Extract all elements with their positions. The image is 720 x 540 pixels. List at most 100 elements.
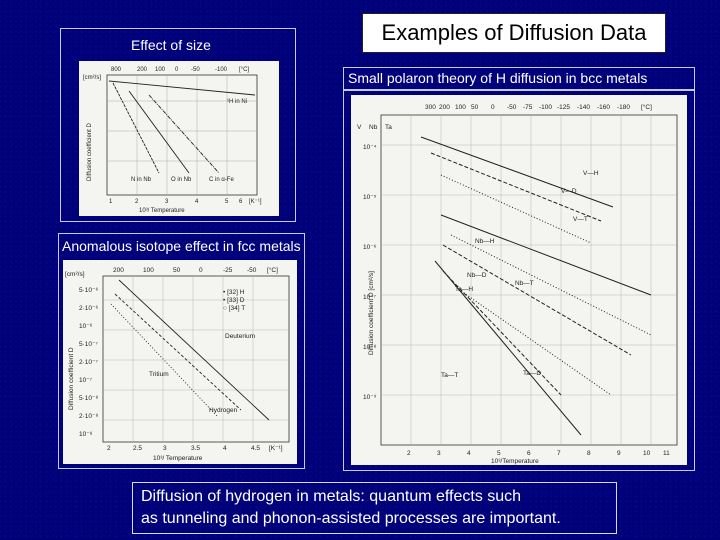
fig2-legend-item: • [33] D (223, 297, 245, 304)
fig1-top-tick: 200 (137, 67, 148, 73)
fig3-curve-label: Ta—T (441, 372, 458, 379)
fig3-y-tick: 10⁻⁸ (363, 344, 377, 351)
fig3-top-tick: -180 (617, 104, 630, 111)
fig2-curve-label: Deuterium (225, 333, 255, 340)
fig1-top-tick: 0 (175, 67, 179, 73)
caption-right-box: Small polaron theory of H diffusion in b… (343, 67, 695, 91)
fig1-curve-label: O in Nb (171, 177, 192, 183)
caption-small-polaron: Small polaron theory of H diffusion in b… (348, 70, 648, 86)
figure-effect-of-size-plot: 800 200 100 0 -50 -100 [°C] 1 2 3 4 5 6 … (83, 67, 262, 214)
footer-box: Diffusion of hydrogen in metals: quantum… (132, 482, 617, 534)
fig3-x-tick: 4 (467, 450, 471, 457)
figure-effect-of-size: 800 200 100 0 -50 -100 [°C] 1 2 3 4 5 6 … (79, 61, 279, 216)
figure-small-polaron-plot: 300 200 100 50 0 -50 -75 -100 -125 -140 … (357, 103, 678, 465)
fig3-x-tick: 9 (617, 450, 621, 457)
fig2-top-tick: -25 (223, 267, 233, 274)
fig2-top-tick: -50 (247, 267, 257, 274)
fig2-legend-item: • [32] H (223, 289, 245, 296)
fig2-y-tick: 10⁻⁷ (79, 377, 93, 384)
fig3-y-tick: 10⁻⁶ (363, 244, 377, 251)
fig2-top-tick: 50 (173, 267, 181, 274)
fig2-x-tick: 4 (223, 445, 227, 452)
fig3-x-tick: 3 (437, 450, 441, 457)
fig3-top-tick: 0 (491, 104, 495, 111)
fig3-curve-label: Nb—H (475, 238, 495, 245)
fig3-element-label: Ta (385, 124, 392, 131)
fig2-y-label: Diffusion coefficient D (68, 347, 75, 410)
fig1-bottom-tick: 4 (195, 199, 199, 205)
fig3-curve-label: V—T (573, 216, 588, 223)
fig3-x-tick: 6 (527, 450, 531, 457)
figure-small-polaron-panel: 300 200 100 50 0 -50 -75 -100 -125 -140 … (343, 89, 695, 471)
fig3-x-tick: 5 (497, 450, 501, 457)
fig1-top-tick: 100 (155, 67, 166, 73)
fig3-y-tick: 10⁻⁴ (363, 144, 377, 151)
fig3-top-tick: 100 (455, 104, 466, 111)
fig2-y-tick: 5·10⁻⁶ (79, 287, 98, 294)
fig3-y-tick: 10⁻⁹ (363, 394, 377, 401)
figure-isotope-effect-plot: 200 100 50 0 -25 -50 [°C] [cm²/s] 5·10⁻⁶… (65, 266, 290, 462)
fig3-x-tick: 10 (643, 450, 651, 457)
fig1-y-label: Diffusion coefficient D (87, 123, 93, 181)
fig3-top-tick: [°C] (641, 103, 652, 111)
fig3-curve-label: Ta—H (455, 286, 473, 293)
fig3-x-tick: 8 (587, 450, 591, 457)
fig3-y-label: Diffusion coefficient D [cm²/s] (368, 271, 375, 355)
fig3-curve-label: Nb—T (515, 280, 534, 287)
fig1-bottom-tick: 5 (225, 199, 229, 205)
fig3-curve-label: Nb—D (467, 272, 487, 279)
figure-isotope-effect: 200 100 50 0 -25 -50 [°C] [cm²/s] 5·10⁻⁶… (63, 260, 297, 464)
figure-effect-of-size-panel: Effect of size 800 200 100 0 -50 -100 [°… (60, 28, 296, 222)
fig1-top-tick: [°C] (239, 67, 249, 73)
fig2-y-tick: 5·10⁻⁸ (79, 395, 98, 402)
fig1-top-tick: -100 (215, 67, 228, 73)
fig2-y-tick: 10⁻⁶ (79, 323, 93, 330)
fig3-x-tick: 2 (407, 450, 411, 457)
fig3-curve-label: Ta—D (523, 370, 541, 377)
figure-isotope-effect-panel: Anomalous isotope effect in fcc metals 2… (58, 233, 305, 469)
fig2-x-tick: 3.5 (191, 445, 200, 452)
fig2-x-tick: [K⁻¹] (269, 445, 283, 452)
fig1-bottom-tick: 3 (165, 199, 169, 205)
caption-anomalous-isotope: Anomalous isotope effect in fcc metals (62, 238, 301, 254)
figure-small-polaron: 300 200 100 50 0 -50 -75 -100 -125 -140 … (351, 95, 687, 465)
fig3-x-tick: 11 (663, 450, 670, 457)
fig2-x-label: 10³/ Temperature (153, 455, 203, 462)
caption-effect-of-size: Effect of size (131, 37, 211, 53)
fig3-top-tick: 50 (471, 104, 479, 111)
fig1-top-tick: -50 (191, 67, 200, 73)
fig3-top-tick: -75 (523, 104, 533, 111)
fig1-bottom-tick: [K⁻¹] (249, 199, 262, 205)
fig3-x-label: 10³/Temperature (491, 458, 539, 465)
fig1-bottom-tick: 6 (239, 199, 243, 205)
fig2-y-unit: [cm²/s] (65, 271, 85, 278)
fig3-element-label: V (357, 124, 362, 131)
fig2-y-tick: 5·10⁻⁷ (79, 341, 98, 348)
fig2-top-tick: [°C] (267, 266, 278, 274)
fig1-curve-label: C in α-Fe (209, 177, 234, 183)
fig3-top-tick: -125 (557, 104, 570, 111)
fig2-top-tick: 100 (143, 267, 154, 274)
fig2-x-tick: 2.5 (133, 445, 142, 452)
fig3-top-tick: -100 (539, 104, 552, 111)
fig2-x-tick: 3 (163, 445, 167, 452)
fig3-top-tick: -50 (507, 104, 517, 111)
fig2-curve-label: Tritium (149, 371, 169, 378)
footer-line-2: as tunneling and phonon-assisted process… (141, 510, 561, 527)
fig3-curve-label: V—H (583, 170, 599, 177)
fig3-top-tick: -140 (577, 104, 590, 111)
fig3-y-tick: 10⁻⁷ (363, 294, 377, 301)
fig2-top-tick: 0 (199, 267, 203, 274)
fig2-y-tick: 2·10⁻⁶ (79, 305, 98, 312)
fig3-x-tick: 7 (557, 450, 561, 457)
fig3-top-tick: 200 (439, 104, 450, 111)
fig2-curve-label: Hydrogen (209, 407, 238, 414)
fig1-curve-label: N in Nb (131, 177, 152, 183)
fig1-x-label: 10³/ Temperature (139, 208, 185, 214)
fig1-bottom-tick: 1 (109, 199, 113, 205)
slide-title: Examples of Diffusion Data (381, 20, 647, 45)
fig1-y-unit: [cm²/s] (83, 75, 101, 81)
fig1-top-tick: 800 (111, 67, 122, 73)
fig3-top-tick: 300 (425, 104, 436, 111)
fig2-y-tick: 10⁻⁸ (79, 431, 93, 438)
